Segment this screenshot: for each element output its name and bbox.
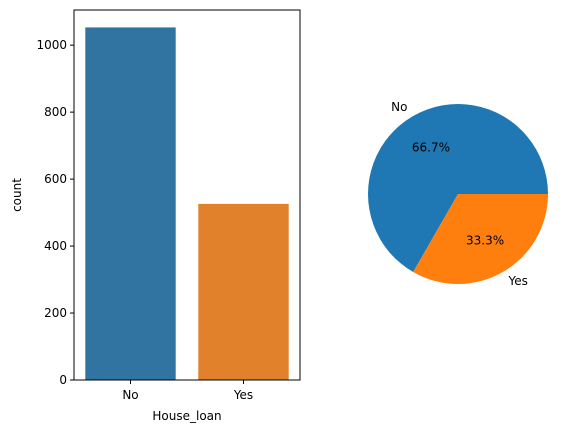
bar-yes [198, 203, 289, 380]
y-tick-label: 400 [44, 239, 67, 253]
x-tick-label: No [122, 388, 138, 402]
y-tick-label: 600 [44, 172, 67, 186]
x-axis: No Yes [122, 380, 253, 402]
pie-slice-no [368, 104, 548, 273]
y-tick-label: 1000 [36, 38, 67, 52]
y-axis-label: count [10, 178, 24, 212]
bar-series [85, 27, 289, 380]
y-axis: 0 200 400 600 800 1000 [36, 38, 74, 387]
y-tick-label: 0 [59, 373, 67, 387]
y-tick-label: 200 [44, 306, 67, 320]
pie-slice-yes [413, 194, 548, 285]
bar-chart: 0 200 400 600 800 1000 No Yes House_loan count [10, 9, 301, 423]
y-tick-label: 800 [44, 105, 67, 119]
bar-no [85, 27, 176, 380]
pie-percent-label: 66.7% [412, 140, 450, 154]
x-axis-label: House_loan [152, 409, 221, 423]
bar-plot-frame [73, 9, 301, 381]
pie-label: Yes [507, 274, 527, 288]
x-tick-label: Yes [233, 388, 253, 402]
pie-label: No [391, 100, 407, 114]
pie-chart: No 66.7% Yes 33.3% [368, 100, 548, 288]
pie-percent-label: 33.3% [466, 234, 504, 248]
